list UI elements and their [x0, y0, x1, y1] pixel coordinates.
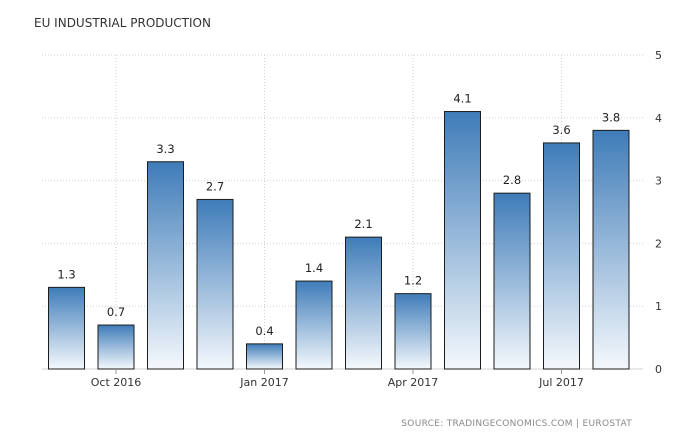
data-label: 1.4: [305, 261, 323, 275]
y-tick-label: 3: [655, 175, 662, 188]
bar: [394, 293, 432, 370]
y-tick-label: 4: [655, 112, 662, 125]
data-label: 3.6: [552, 123, 570, 137]
data-label: 2.7: [206, 179, 224, 193]
y-tick-label: 1: [655, 300, 662, 313]
y-tick-label: 5: [655, 49, 662, 62]
data-label: 4.1: [453, 92, 471, 106]
bar: [295, 280, 333, 370]
bar: [246, 343, 283, 370]
x-tick-label: Jan 2017: [239, 376, 288, 389]
y-tick-label: 0: [655, 363, 662, 376]
data-label: 1.3: [57, 267, 75, 281]
data-label: 1.2: [404, 274, 422, 288]
source-note: SOURCE: TRADINGECONOMICS.COM | EUROSTAT: [401, 419, 632, 429]
bar: [444, 111, 481, 370]
data-labels: 1.3 0.7 3.3 2.7 0.4 1.4 2.1 1.2 4.1 2.8 3.6 3.8: [57, 92, 620, 338]
data-label: 3.8: [602, 110, 620, 124]
bar: [493, 192, 531, 370]
data-label: 2.1: [354, 217, 372, 231]
bar: [345, 236, 382, 370]
y-axis: 0 1 2 3 4 5: [655, 49, 662, 376]
data-label: 0.4: [255, 324, 273, 338]
bar: [147, 161, 184, 370]
data-label: 2.8: [503, 173, 521, 187]
bar: [196, 198, 234, 370]
chart-title: EU INDUSTRIAL PRODUCTION: [34, 16, 211, 30]
x-tick-label: Apr 2017: [388, 376, 439, 389]
bar: [543, 142, 580, 370]
data-label: 3.3: [156, 142, 174, 156]
bar: [97, 324, 135, 370]
bar: [592, 129, 630, 370]
bars: [48, 111, 630, 370]
x-tick-label: Oct 2016: [91, 376, 142, 389]
bar: [48, 286, 85, 370]
x-axis: Oct 2016 Jan 2017 Apr 2017 Jul 2017: [91, 369, 584, 389]
x-tick-label: Jul 2017: [538, 376, 584, 389]
data-label: 0.7: [107, 305, 125, 319]
y-tick-label: 2: [655, 237, 662, 250]
